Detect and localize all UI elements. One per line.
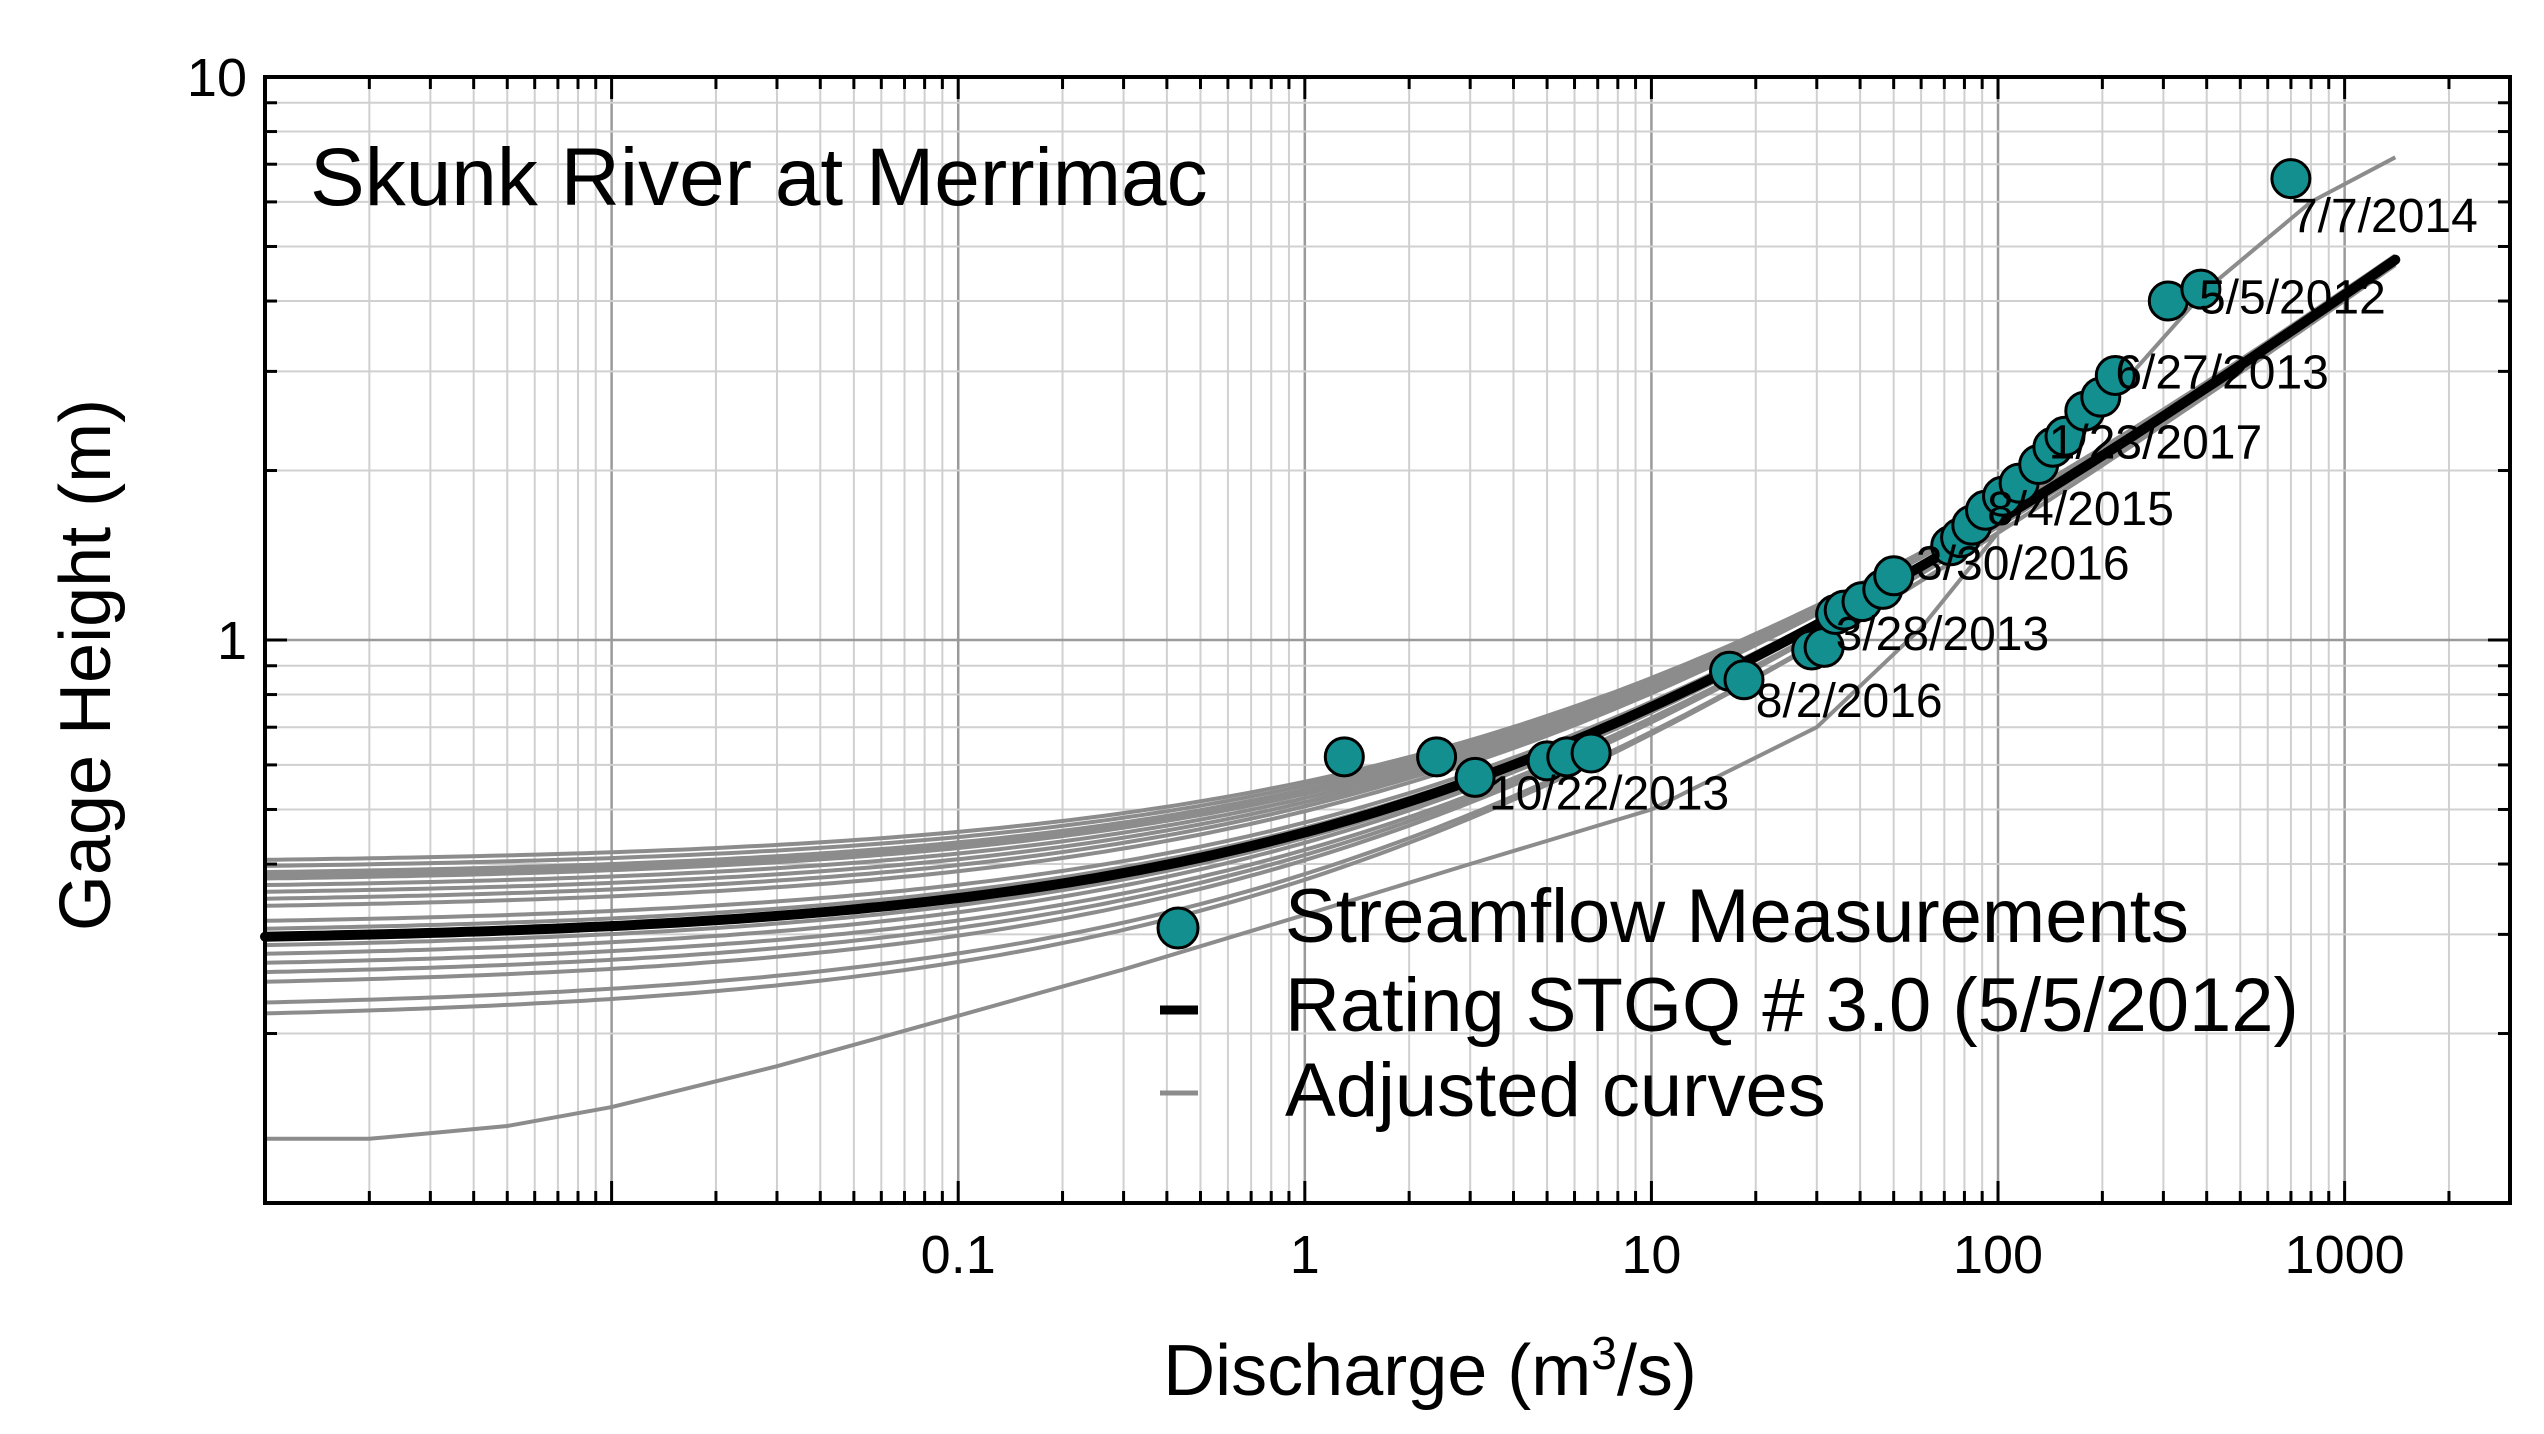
- x-tick-label: 1: [1290, 1225, 1320, 1285]
- date-annotation: 3/28/2013: [1836, 608, 2050, 661]
- measurement-point: [2270, 158, 2312, 200]
- measurement-point: [2094, 355, 2136, 396]
- measurement-point: [1570, 732, 1612, 774]
- x-tick-label: 100: [1953, 1225, 2043, 1285]
- legend-marker-measurements: [1156, 906, 1200, 950]
- legend-label-measurements: Streamflow Measurements: [1285, 874, 2189, 959]
- measurement-point: [1723, 659, 1765, 701]
- measurement-points-series: [1323, 158, 2312, 798]
- date-annotation: 8/2/2016: [1756, 675, 1943, 728]
- y-tick-label: 10: [187, 48, 247, 108]
- measurement-point: [1416, 736, 1458, 778]
- x-axis-title-unit: /s): [1617, 1331, 1697, 1411]
- rating-curve-series: [260, 254, 2401, 942]
- date-annotation: 7/7/2014: [2291, 190, 2478, 243]
- x-tick-label: 10: [1621, 1225, 1681, 1285]
- axes: [263, 75, 2512, 1205]
- date-annotation: 1/23/2017: [2049, 417, 2263, 470]
- x-axis-title-text: Discharge (m: [1163, 1331, 1591, 1411]
- y-axis-title: Gage Height (m): [46, 399, 126, 931]
- legend-label-adjusted: Adjusted curves: [1285, 1048, 1826, 1133]
- chart-title: Skunk River at Merrimac: [310, 132, 1208, 223]
- measurement-point: [1323, 736, 1365, 778]
- tick-labels: 0.1 1 10 100 1000 1 10: [187, 48, 2405, 1285]
- measurement-point: [2180, 268, 2222, 310]
- x-tick-label: 1000: [2285, 1225, 2405, 1285]
- date-annotation: 8/4/2015: [1987, 483, 2174, 536]
- date-annotation: 3/30/2016: [1916, 538, 2130, 591]
- measurement-point: [1454, 756, 1496, 798]
- date-annotation: 6/27/2013: [2115, 346, 2329, 399]
- adjusted-curve-line: [265, 155, 2397, 1141]
- rating-curve-line: [260, 254, 2401, 942]
- date-annotations: 7/7/2014 5/5/2012 6/27/2013 1/23/2017 8/4/20…: [1489, 190, 2478, 820]
- y-tick-label: 1: [217, 611, 247, 671]
- measurement-point: [1873, 555, 1915, 597]
- x-tick-label: 0.1: [921, 1225, 996, 1285]
- legend-label-rating: Rating STGQ # 3.0 (5/5/2012): [1285, 963, 2299, 1048]
- date-annotation: 10/22/2013: [1489, 767, 1729, 820]
- x-axis-title-superscript: 3: [1591, 1327, 1617, 1379]
- date-annotation: 5/5/2012: [2199, 272, 2386, 325]
- x-axis-title: Discharge (m3/s): [1163, 1327, 1697, 1411]
- adjusted-curve-line: [264, 254, 2397, 908]
- legend: Streamflow Measurements Rating STGQ # 3.…: [1156, 874, 2299, 1133]
- adjusted-curve-line: [264, 262, 2397, 1016]
